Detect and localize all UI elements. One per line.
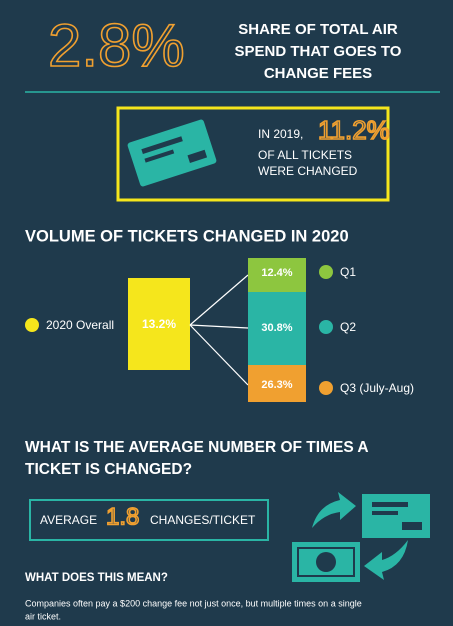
big-stat: 2.8% bbox=[48, 12, 185, 79]
average-suffix: CHANGES/TICKET bbox=[150, 513, 256, 527]
callout-box bbox=[116, 106, 390, 202]
callout-lead: IN 2019, bbox=[258, 127, 303, 141]
q3-block bbox=[248, 365, 306, 402]
header-line: SHARE OF TOTAL AIR bbox=[238, 21, 398, 38]
overall-value: 13.2% bbox=[142, 317, 176, 331]
section-title: WHAT IS THE AVERAGE NUMBER OF TIMES A bbox=[25, 439, 369, 456]
legend-label: 2020 Overall bbox=[46, 318, 114, 332]
legend-dot bbox=[319, 381, 333, 395]
legend-label: Q1 bbox=[340, 265, 356, 279]
meaning-text: Companies often pay a $200 change fee no… bbox=[25, 598, 362, 608]
ticket-icon bbox=[127, 119, 217, 187]
average-value: 1.8 bbox=[106, 503, 139, 530]
overall-block bbox=[128, 278, 190, 370]
q-value: 30.8% bbox=[261, 322, 292, 334]
legend-dot bbox=[319, 320, 333, 334]
legend-dot bbox=[25, 318, 39, 332]
average-box bbox=[29, 499, 269, 541]
arrow-icon bbox=[312, 492, 356, 528]
callout-line: OF ALL TICKETS bbox=[258, 148, 352, 162]
legend-dot bbox=[319, 265, 333, 279]
q2-block bbox=[248, 292, 306, 365]
connectors bbox=[189, 274, 249, 386]
q1-block bbox=[248, 258, 306, 292]
average-prefix: AVERAGE bbox=[40, 513, 97, 527]
section-title: TICKET IS CHANGED? bbox=[25, 461, 192, 478]
header-line: SPEND THAT GOES TO bbox=[235, 43, 402, 60]
header-line: CHANGE FEES bbox=[264, 65, 372, 82]
q-value: 12.4% bbox=[261, 267, 292, 279]
ticket-icon bbox=[362, 494, 430, 538]
legend-label: Q2 bbox=[340, 320, 356, 334]
arrow-icon bbox=[364, 540, 408, 580]
q-value: 26.3% bbox=[261, 379, 292, 391]
meaning-text: air ticket. bbox=[25, 611, 61, 621]
callout-line: WERE CHANGED bbox=[258, 164, 358, 178]
callout-stat: 11.2% bbox=[318, 115, 390, 145]
legend-label: Q3 (July-Aug) bbox=[340, 381, 414, 395]
money-icon bbox=[292, 542, 360, 582]
section-title: VOLUME OF TICKETS CHANGED IN 2020 bbox=[25, 227, 349, 245]
meaning-title: WHAT DOES THIS MEAN? bbox=[25, 572, 168, 584]
